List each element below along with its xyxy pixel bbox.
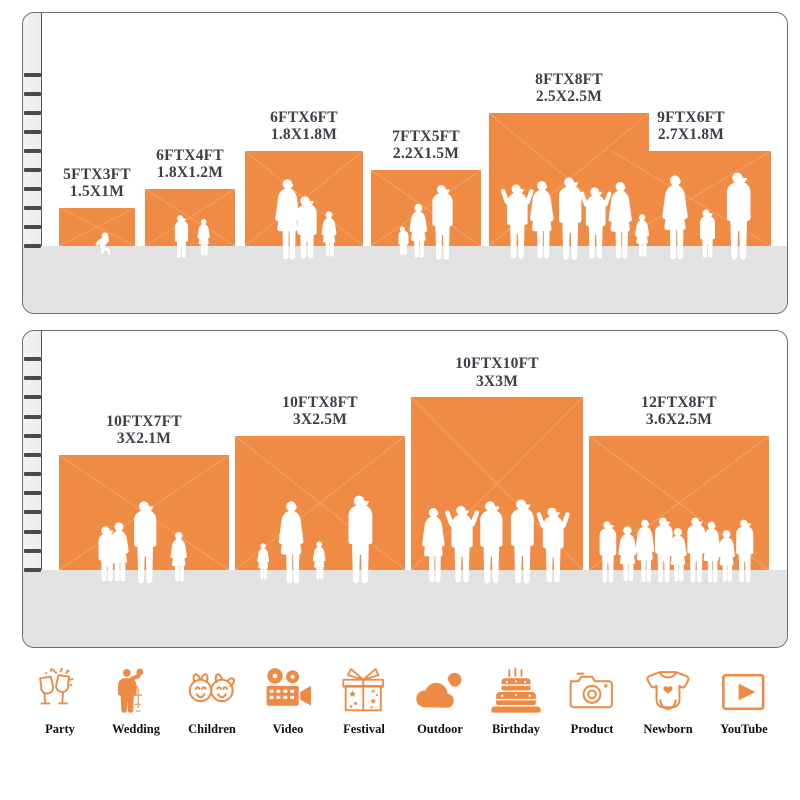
bar-label: 6FTX6FT 1.8X1.8M — [270, 109, 338, 144]
icon-label: Newborn — [643, 722, 693, 736]
bar — [611, 151, 771, 246]
bar — [411, 397, 583, 570]
y-tick — [24, 452, 41, 457]
y-tick — [24, 244, 41, 248]
y-tick — [24, 548, 41, 553]
icon-cell-children[interactable]: Children — [172, 660, 252, 737]
icon-label: Birthday — [492, 722, 540, 736]
y-tick — [24, 73, 41, 77]
children-icon — [172, 660, 252, 718]
icon-label: Product — [570, 722, 614, 736]
floor-band-1 — [23, 246, 787, 313]
y-tick — [24, 491, 41, 496]
icon-label: Video — [272, 722, 304, 736]
product-icon — [552, 660, 632, 718]
video-icon — [248, 660, 328, 718]
y-tick — [24, 472, 41, 476]
bar-label: 5FTX3FT 1.5X1M — [63, 166, 131, 201]
bar-label: 10FTX7FT 3X2.1M — [106, 412, 182, 448]
icon-label: Party — [45, 722, 75, 736]
y-tick — [24, 567, 41, 572]
icon-cell-video[interactable]: Video — [248, 660, 328, 737]
bar-label: 10FTX8FT 3X2.5M — [282, 393, 358, 429]
wedding-icon — [96, 660, 176, 718]
bar-label: 7FTX5FT 2.2X1.5M — [392, 128, 460, 163]
bar — [589, 435, 769, 570]
y-tick — [24, 414, 41, 419]
bar-label: 8FTX8FT 2.5X2.5M — [535, 71, 603, 106]
icon-cell-outdoor[interactable]: Outdoor — [400, 660, 480, 737]
icon-cell-festival[interactable]: Festival — [324, 660, 404, 737]
bar — [145, 189, 235, 246]
bar — [235, 435, 405, 570]
use-case-icon-strip: Party Wedding Children Video Festival Outdoor… — [0, 660, 800, 760]
newborn-icon — [628, 660, 708, 718]
birthday-icon — [476, 660, 556, 718]
y-tick — [24, 168, 41, 172]
youtube-icon — [704, 660, 784, 718]
y-axis-band-1 — [23, 13, 41, 313]
floor-band-2 — [23, 569, 787, 647]
bar-label: 10FTX10FT 3X3M — [455, 355, 539, 390]
y-tick — [24, 376, 41, 381]
y-tick — [24, 395, 41, 400]
y-tick — [24, 433, 41, 438]
y-tick — [24, 529, 41, 534]
bar — [59, 208, 135, 246]
bar — [245, 151, 363, 246]
icon-cell-birthday[interactable]: Birthday — [476, 660, 556, 737]
icon-cell-product[interactable]: Product — [552, 660, 632, 737]
icon-cell-wedding[interactable]: Wedding — [96, 660, 176, 737]
y-tick — [24, 225, 41, 229]
festival-icon — [324, 660, 404, 718]
outdoor-icon — [400, 660, 480, 718]
bar-label: 12FTX8FT 3.6X2.5M — [641, 393, 717, 429]
icon-label: Outdoor — [417, 722, 463, 736]
icon-label: YouTube — [720, 722, 768, 736]
y-tick — [24, 206, 41, 210]
icon-label: Children — [188, 722, 236, 736]
y-tick — [24, 130, 41, 134]
y-tick — [24, 187, 41, 191]
icon-label: Festival — [343, 722, 385, 736]
party-icon — [20, 660, 100, 718]
y-tick — [24, 92, 41, 96]
icon-label: Wedding — [112, 722, 160, 736]
y-tick — [24, 510, 41, 515]
y-tick — [24, 357, 41, 361]
icon-cell-party[interactable]: Party — [20, 660, 100, 737]
bar — [59, 454, 229, 570]
y-axis-line-1 — [41, 13, 43, 313]
bar — [371, 170, 481, 246]
y-tick — [24, 111, 41, 115]
icon-cell-youtube[interactable]: YouTube — [704, 660, 784, 737]
bar-label: 6FTX4FT 1.8X1.2M — [156, 147, 224, 182]
bar-label: 9FTX6FT 2.7X1.8M — [657, 109, 725, 144]
y-axis-line-2 — [41, 331, 43, 647]
icon-cell-newborn[interactable]: Newborn — [628, 660, 708, 737]
y-tick — [24, 149, 41, 153]
